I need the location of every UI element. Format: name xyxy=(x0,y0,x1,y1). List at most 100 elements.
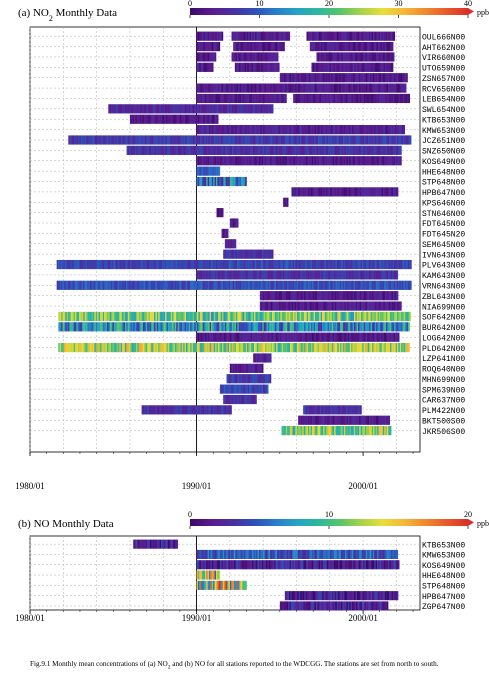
data-cell xyxy=(357,31,360,41)
data-cell xyxy=(108,259,110,270)
data-cell xyxy=(347,405,350,415)
data-cell xyxy=(388,343,391,353)
data-cell xyxy=(393,259,396,270)
data-cell xyxy=(349,270,351,280)
data-cell xyxy=(194,311,197,322)
data-cell xyxy=(207,166,210,176)
data-cell xyxy=(363,145,366,155)
data-cell xyxy=(250,560,253,570)
data-cell xyxy=(288,259,291,270)
data-cell xyxy=(221,93,224,104)
data-cell xyxy=(296,259,299,270)
data-cell xyxy=(383,601,386,611)
data-cell xyxy=(373,591,376,601)
data-cell xyxy=(405,311,407,322)
data-cell xyxy=(226,374,229,384)
data-cell xyxy=(212,343,215,353)
data-cell xyxy=(140,343,142,353)
data-cell xyxy=(220,135,223,145)
data-cell xyxy=(288,156,290,166)
data-cell xyxy=(373,415,375,425)
data-cell xyxy=(368,301,370,311)
data-cell xyxy=(274,311,277,322)
data-cell xyxy=(246,549,249,559)
data-cell xyxy=(406,135,409,145)
data-cell xyxy=(297,125,300,135)
data-cell xyxy=(219,384,222,394)
data-cell xyxy=(336,405,339,415)
data-cell xyxy=(318,73,321,83)
data-cell xyxy=(374,73,376,83)
data-cell xyxy=(206,270,208,280)
data-cell xyxy=(229,93,232,104)
data-cell xyxy=(387,311,389,322)
data-cell xyxy=(318,41,320,52)
data-cell xyxy=(207,62,210,72)
data-cell xyxy=(249,322,252,332)
data-cell xyxy=(275,291,277,301)
data-cell xyxy=(235,384,237,394)
data-cell xyxy=(104,343,106,353)
data-cell xyxy=(178,280,181,290)
data-cell xyxy=(319,591,322,601)
data-cell xyxy=(303,343,306,353)
data-cell xyxy=(397,591,399,601)
data-cell xyxy=(206,52,208,62)
data-cell xyxy=(241,322,244,332)
data-cell xyxy=(295,73,297,83)
data-cell xyxy=(354,332,357,342)
data-cell xyxy=(248,249,250,259)
data-cell xyxy=(215,166,218,176)
data-cell xyxy=(256,41,259,52)
data-cell xyxy=(215,135,218,145)
data-cell xyxy=(317,560,319,570)
data-cell xyxy=(338,270,340,280)
data-cell xyxy=(374,259,377,270)
data-cell xyxy=(310,156,313,166)
data-cell xyxy=(405,259,407,270)
data-cell xyxy=(298,135,301,145)
data-cell xyxy=(214,560,217,570)
data-cell xyxy=(323,405,326,415)
data-cell xyxy=(250,363,253,373)
data-cell xyxy=(353,549,356,559)
data-cell xyxy=(73,343,76,353)
data-cell xyxy=(294,145,297,155)
data-cell xyxy=(138,104,141,114)
data-cell xyxy=(102,322,105,332)
data-cell xyxy=(317,549,319,559)
data-cell xyxy=(263,249,266,259)
data-cell xyxy=(338,135,341,145)
data-cell xyxy=(224,259,227,270)
data-cell xyxy=(252,374,255,384)
data-cell xyxy=(252,280,255,290)
data-cell xyxy=(237,343,240,353)
data-cell xyxy=(217,93,220,104)
data-cell xyxy=(214,156,217,166)
data-cell xyxy=(362,41,365,52)
data-cell xyxy=(386,415,389,425)
data-cell xyxy=(355,135,358,145)
data-cell xyxy=(204,176,207,187)
data-cell xyxy=(346,560,349,570)
data-cell xyxy=(231,580,233,590)
data-cell xyxy=(284,31,286,41)
data-cell xyxy=(322,156,325,166)
data-cell xyxy=(252,135,255,145)
data-cell xyxy=(328,560,331,570)
data-cell xyxy=(223,280,225,290)
data-cell xyxy=(386,62,389,72)
data-cell xyxy=(251,104,253,114)
station-label: FDT645N00 xyxy=(422,220,465,229)
data-cell xyxy=(265,322,267,332)
data-cell xyxy=(310,343,313,353)
data-cell xyxy=(308,187,310,197)
data-cell xyxy=(378,259,381,270)
data-cell xyxy=(359,41,362,52)
data-cell xyxy=(368,83,371,93)
data-cell xyxy=(343,73,346,83)
data-cell xyxy=(251,62,254,72)
data-cell xyxy=(386,560,389,570)
data-cell xyxy=(360,549,363,559)
data-cell xyxy=(252,560,254,570)
